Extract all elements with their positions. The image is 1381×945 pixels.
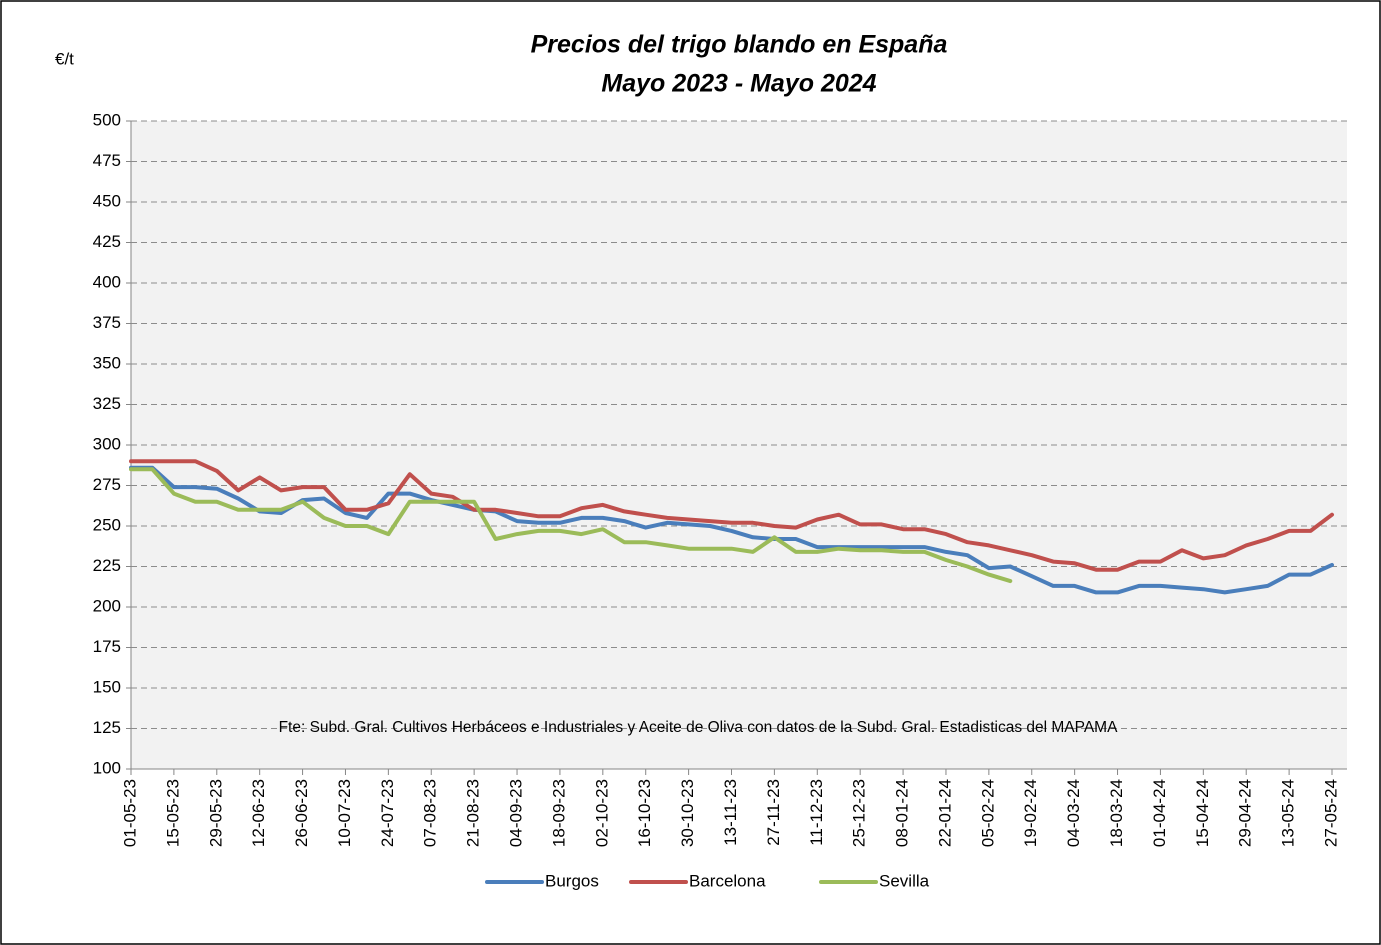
y-tick-label: 200 [93,596,121,615]
x-tick-label: 08-01-24 [893,779,912,847]
y-tick-label: 325 [93,394,121,413]
x-tick-label: 26-06-23 [292,779,311,847]
y-tick-label: 125 [93,718,121,737]
x-tick-label: 22-01-24 [935,779,954,847]
x-tick-label: 18-09-23 [549,779,568,847]
x-tick-label: 19-02-24 [1021,779,1040,847]
x-tick-label: 13-05-24 [1279,779,1298,847]
x-tick-label: 13-11-23 [721,779,740,846]
y-tick-label: 250 [93,515,121,534]
x-tick-label: 29-04-24 [1236,779,1255,847]
x-tick-label: 01-05-23 [120,779,139,847]
series-line [129,467,1013,584]
legend-label: Sevilla [879,871,930,890]
x-tick-label: 02-10-23 [592,779,611,847]
y-tick-label: 300 [93,434,121,453]
x-tick-label: 27-05-24 [1321,779,1340,847]
y-tick-label: 475 [93,151,121,170]
x-tick-label: 07-08-23 [421,779,440,847]
x-tick-label: 11-12-23 [807,779,826,846]
x-tick-label: 16-10-23 [635,779,654,847]
x-tick-label: 21-08-23 [464,779,483,847]
x-tick-label: 01-04-24 [1150,779,1169,847]
series-line [129,465,1334,595]
y-axis-label: €/t [55,49,74,68]
x-tick-label: 12-06-23 [249,779,268,847]
y-tick-label: 225 [93,556,121,575]
legend-label: Barcelona [689,871,766,890]
legend-label: Burgos [545,871,599,890]
x-tick-label: 18-03-24 [1107,779,1126,847]
y-tick-label: 150 [93,677,121,696]
x-tick-label: 05-02-24 [978,779,997,847]
x-tick-label: 30-10-23 [678,779,697,847]
y-tick-label: 350 [93,353,121,372]
chart-title: Precios del trigo blando en España [531,31,948,59]
chart-subtitle: Mayo 2023 - Mayo 2024 [601,70,876,98]
y-tick-label: 500 [93,110,121,129]
x-tick-label: 25-12-23 [850,779,869,847]
y-tick-label: 100 [93,758,121,777]
x-tick-label: 24-07-23 [378,779,397,847]
x-tick-label: 27-11-23 [764,779,783,846]
x-tick-label: 29-05-23 [206,779,225,847]
y-tick-label: 400 [93,272,121,291]
annotation: Fte: Subd. Gral. Cultivos Herbáceos e In… [279,719,1118,736]
y-tick-label: 175 [93,637,121,656]
x-tick-label: 15-05-23 [163,779,182,847]
y-tick-label: 450 [93,191,121,210]
y-tick-label: 375 [93,313,121,332]
x-tick-label: 04-03-24 [1064,779,1083,847]
x-tick-label: 04-09-23 [507,779,526,847]
series-line [129,459,1334,572]
y-tick-label: 275 [93,475,121,494]
x-tick-label: 15-04-24 [1193,779,1212,847]
y-tick-label: 425 [93,232,121,251]
x-tick-label: 10-07-23 [335,779,354,847]
